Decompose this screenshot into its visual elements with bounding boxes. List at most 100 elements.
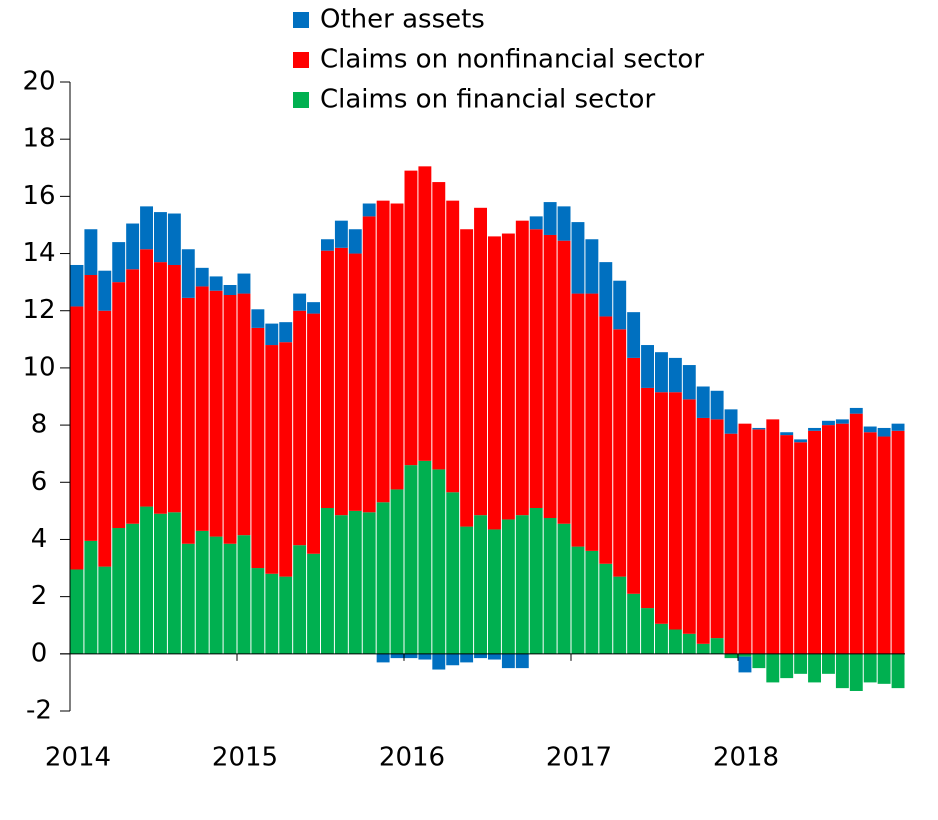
bar-segment	[738, 653, 752, 657]
bar-segment	[307, 553, 320, 654]
bar-segment	[251, 309, 265, 328]
x-tick-label: 2014	[45, 743, 111, 773]
bar-segment	[195, 530, 209, 654]
bar-segment	[613, 280, 627, 330]
bar-segment	[418, 653, 432, 660]
bar-segment	[474, 515, 487, 654]
bar-segment	[181, 297, 195, 544]
bar-segment	[849, 413, 863, 654]
bar-segment	[849, 407, 863, 414]
bar-segment	[822, 653, 835, 674]
bar-segment	[279, 342, 293, 577]
bar-segment	[362, 203, 376, 217]
bar-segment	[835, 419, 849, 424]
bar-segment	[112, 282, 126, 529]
bar-segment	[321, 250, 334, 509]
bar-segment	[432, 653, 446, 670]
bar-segment	[655, 623, 668, 654]
bar-segment	[794, 442, 808, 654]
bar-segment	[460, 526, 474, 654]
bar-segment	[835, 653, 849, 689]
bar-segment	[724, 409, 738, 434]
bar-segment	[404, 653, 418, 659]
bar-segment	[279, 322, 293, 343]
bar-segment	[752, 429, 766, 654]
bar-segment	[557, 523, 571, 654]
bar-segment	[418, 460, 432, 654]
y-tick-label: 8	[31, 410, 48, 440]
bar-segment	[599, 262, 613, 317]
bar-segment	[710, 390, 724, 420]
y-tick-label: 20	[22, 67, 55, 97]
bar-segment	[599, 563, 613, 654]
bar-segment	[223, 284, 237, 296]
y-tick-label: 0	[31, 638, 48, 668]
bar-segment	[682, 633, 696, 654]
bar-segment	[167, 512, 181, 654]
bar-segment	[251, 568, 265, 654]
bar-segment	[891, 653, 905, 689]
bar-segment	[529, 216, 543, 230]
bar-segment	[293, 293, 307, 311]
bar-segment	[181, 249, 195, 298]
bar-segment	[808, 653, 821, 683]
bar-segment	[432, 182, 446, 470]
bar-segment	[710, 638, 724, 654]
bar-segment	[877, 427, 891, 437]
bar-segment	[293, 545, 307, 654]
bar-segment	[571, 222, 585, 294]
bar-segment	[585, 239, 599, 294]
bar-segment	[822, 425, 835, 654]
bar-segment	[780, 653, 794, 679]
bar-segment	[599, 316, 613, 564]
bar-segment	[585, 550, 599, 654]
bar-segment	[794, 653, 808, 674]
bar-segment	[557, 240, 571, 524]
bar-segment	[668, 392, 682, 630]
bar-segment	[585, 293, 599, 551]
x-tick-label: 2016	[379, 743, 445, 773]
y-tick-label: 10	[22, 352, 55, 382]
bar-segment	[140, 249, 153, 507]
bar-segment	[376, 653, 390, 663]
y-tick-label: 6	[31, 467, 48, 497]
bar-segment	[627, 357, 641, 594]
legend-label: Claims on nonfinancial sector	[320, 45, 704, 75]
bar-segment	[293, 310, 307, 546]
bar-segment	[140, 506, 153, 654]
bar-segment	[446, 492, 460, 654]
legend-swatch	[293, 92, 309, 108]
bar-segment	[223, 295, 237, 544]
bar-segment	[84, 540, 98, 654]
bar-segment	[460, 229, 474, 527]
bar-segment	[362, 216, 376, 513]
bar-segment	[655, 392, 668, 624]
bar-segment	[334, 220, 348, 248]
bar-segment	[724, 433, 738, 654]
bar-segment	[488, 529, 501, 654]
y-tick-label: 4	[31, 524, 48, 554]
bar-segment	[167, 264, 181, 513]
bar-segment	[376, 200, 390, 503]
bar-segment	[710, 419, 724, 639]
bar-segment	[780, 435, 794, 654]
bar-segment	[794, 439, 808, 443]
bar-segment	[613, 576, 627, 654]
bar-segment	[98, 270, 112, 311]
bar-segment	[84, 274, 98, 541]
bar-segment	[140, 206, 153, 250]
bar-segment	[696, 417, 710, 644]
y-tick-label: 16	[22, 181, 55, 211]
bar-segment	[682, 365, 696, 400]
bar-segment	[321, 239, 334, 251]
bar-segment	[501, 519, 515, 654]
bar-segment	[195, 267, 209, 287]
bar-segment	[237, 273, 251, 294]
bar-segment	[808, 427, 821, 431]
bar-segment	[265, 323, 279, 346]
bar-segment	[474, 207, 487, 516]
x-tick-label: 2015	[212, 743, 278, 773]
bar-segment	[641, 608, 654, 654]
bar-segment	[98, 310, 112, 567]
bar-segment	[195, 286, 209, 531]
